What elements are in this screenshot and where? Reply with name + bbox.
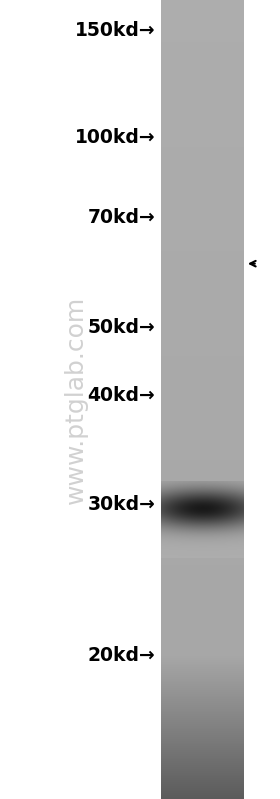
Text: 150kd→: 150kd→	[75, 21, 155, 40]
Text: 20kd→: 20kd→	[88, 646, 155, 665]
Text: 100kd→: 100kd→	[75, 128, 155, 147]
Text: 40kd→: 40kd→	[88, 386, 155, 405]
Text: www.ptglab.com: www.ptglab.com	[64, 296, 88, 503]
Text: 50kd→: 50kd→	[88, 318, 155, 337]
Text: 30kd→: 30kd→	[88, 495, 155, 515]
Text: 70kd→: 70kd→	[88, 208, 155, 227]
